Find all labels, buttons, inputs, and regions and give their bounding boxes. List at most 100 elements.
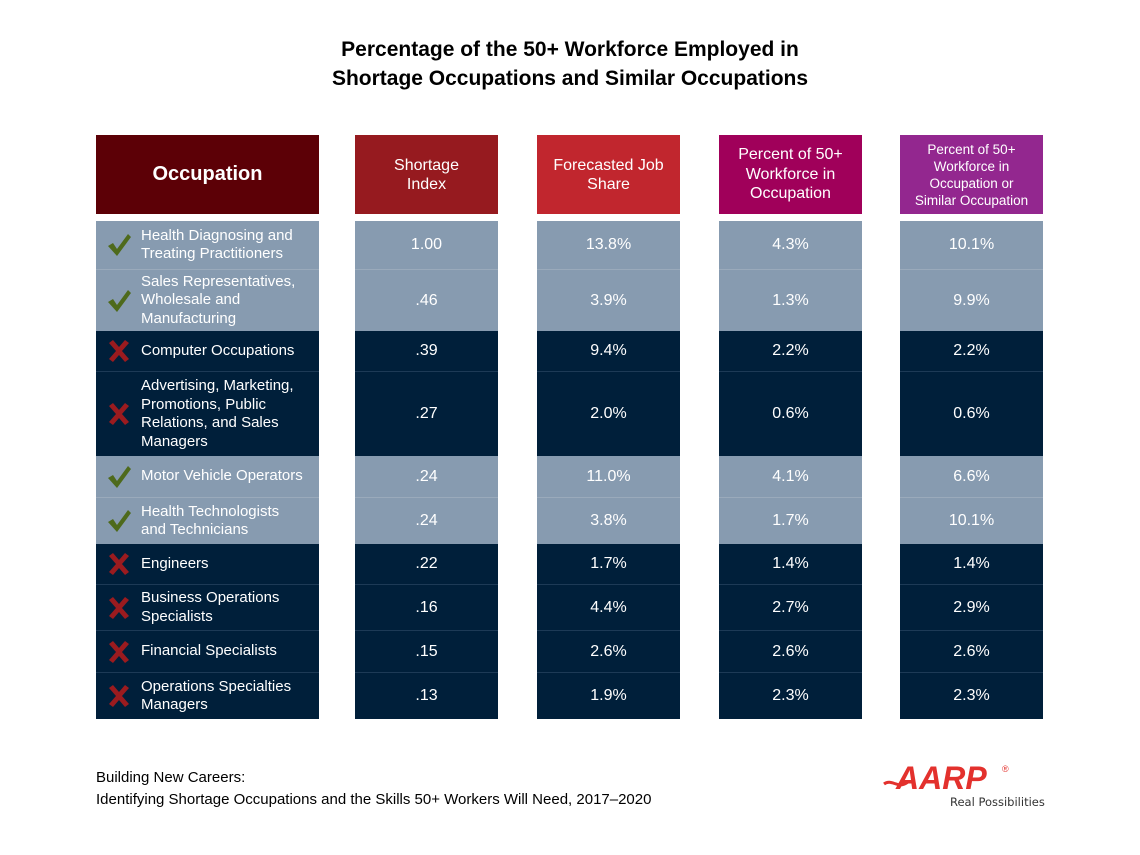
forecast-value: 4.4% <box>537 584 680 630</box>
occupation-cell: Financial Specialists <box>96 630 319 672</box>
forecast-value: 9.4% <box>537 331 680 371</box>
header-forecasted-job-share: Forecasted Job Share <box>537 135 680 214</box>
pct-value: 1.7% <box>719 497 862 544</box>
source-line-2: Identifying Shortage Occupations and the… <box>96 791 652 808</box>
pct-similar-value: 2.6% <box>900 630 1043 672</box>
occupation-label-line: Manufacturing <box>141 309 237 327</box>
pct-value: 2.2% <box>719 331 862 371</box>
occupation-label-line: Promotions, Public <box>141 395 267 413</box>
header-occupation: Occupation <box>96 135 319 214</box>
header-label-line: Percent of 50+ <box>738 146 843 164</box>
forecast-value: 3.8% <box>537 497 680 544</box>
occupation-label-line: Sales Representatives, <box>141 272 296 290</box>
pct-similar-value: 10.1% <box>900 497 1043 544</box>
occupation-cell: Advertising, Marketing, Promotions, Publi… <box>96 371 319 456</box>
occupation-label: Operations Specialties Managers <box>141 678 291 715</box>
occupation-cell: Motor Vehicle Operators <box>96 456 319 497</box>
occupation-label: Financial Specialists <box>141 642 277 661</box>
header-label: Percent of 50+ Workforce in Occupation <box>738 145 843 204</box>
occupation-label-line: Health Diagnosing and <box>141 226 293 244</box>
header-label-line: Workforce in <box>933 158 1010 174</box>
header-label-line: Occupation or <box>929 175 1014 191</box>
occupation-label-line: Engineers <box>141 554 209 572</box>
forecast-value: 1.9% <box>537 672 680 719</box>
aarp-logo: AARP ® Real Possibilities <box>882 760 1047 812</box>
pct-similar-value: 2.9% <box>900 584 1043 630</box>
pct-similar-value: 6.6% <box>900 456 1043 497</box>
occupation-label-line: Financial Specialists <box>141 642 277 660</box>
shortage-index-value: .22 <box>355 544 498 584</box>
occupation-cell: Business Operations Specialists <box>96 584 319 630</box>
header-label-line: Share <box>587 175 630 193</box>
header-label-line: Index <box>406 175 447 193</box>
column-occupation: Health Diagnosing and Treating Practition… <box>96 221 319 719</box>
pct-similar-value: 2.3% <box>900 672 1043 719</box>
pct-value: 0.6% <box>719 371 862 456</box>
aarp-logo-mark: AARP ® Real Possibilities <box>883 760 1045 809</box>
occupation-label-line: Operations Specialties <box>141 677 292 695</box>
header-occupation-label: Occupation <box>152 163 263 185</box>
header-label: Percent of 50+ Workforce in Occupation or S… <box>915 141 1028 209</box>
cross-icon <box>96 552 141 576</box>
pct-value: 2.6% <box>719 630 862 672</box>
occupation-label-line: Health Technologists <box>141 502 280 520</box>
occupation-label-line: Business Operations <box>141 589 280 606</box>
shortage-index-value: .39 <box>355 331 498 371</box>
pct-value: 1.3% <box>719 269 862 331</box>
aarp-tagline: Real Possibilities <box>950 795 1045 809</box>
occupation-label-line: Computer Occupations <box>141 341 295 359</box>
column-forecasted-job-share: 13.8% 3.9% 9.4% 2.0% 11.0% 3.8% 1.7% 4.4% 2.6% 1.… <box>537 221 680 719</box>
pct-value: 4.3% <box>719 221 862 269</box>
svg-text:®: ® <box>1002 764 1009 774</box>
pct-similar-value: 2.2% <box>900 331 1043 371</box>
header-label-line: Occupation <box>750 185 831 203</box>
occupation-label-line: and Technicians <box>141 521 249 538</box>
header-label-line: Forecasted Job <box>553 156 664 174</box>
title-line-1: Percentage of the 50+ Workforce Employed… <box>341 38 799 61</box>
occupation-label-line: Advertising, Marketing, <box>141 377 294 394</box>
header-percent-workforce-similar: Percent of 50+ Workforce in Occupation or S… <box>900 135 1043 214</box>
forecast-value: 3.9% <box>537 269 680 331</box>
occupation-label: Sales Representatives, Wholesale and Manuf… <box>141 273 295 329</box>
header-label-line: Percent of 50+ <box>927 141 1016 157</box>
occupation-cell: Health Diagnosing and Treating Practition… <box>96 221 319 269</box>
occupation-label: Health Technologists and Technicians <box>141 503 279 540</box>
shortage-index-value: .46 <box>355 269 498 331</box>
shortage-index-value: 1.00 <box>355 221 498 269</box>
occupation-cell: Operations Specialties Managers <box>96 672 319 719</box>
column-percent-workforce-similar: 10.1% 9.9% 2.2% 0.6% 6.6% 10.1% 1.4% 2.9% 2.6% 2.… <box>900 221 1043 719</box>
header-shortage-index: Shortage Index <box>355 135 498 214</box>
check-icon <box>96 464 141 490</box>
shortage-index-value: .13 <box>355 672 498 719</box>
title-line-2: Shortage Occupations and Similar Occupat… <box>331 67 809 90</box>
occupation-label-line: Motor Vehicle Operators <box>141 467 303 485</box>
pct-similar-value: 9.9% <box>900 269 1043 331</box>
check-icon <box>96 232 141 258</box>
occupation-label: Advertising, Marketing, Promotions, Publi… <box>141 377 294 451</box>
occupation-label: Health Diagnosing and Treating Practition… <box>141 227 293 264</box>
forecast-value: 1.7% <box>537 544 680 584</box>
occupation-label-line: Managers <box>141 432 208 450</box>
check-icon <box>96 508 141 534</box>
header-label: Shortage Index <box>394 156 459 194</box>
shortage-index-value: .27 <box>355 371 498 456</box>
shortage-index-value: .24 <box>355 497 498 544</box>
forecast-value: 13.8% <box>537 221 680 269</box>
occupation-label-line: Specialists <box>141 607 213 625</box>
pct-value: 2.3% <box>719 672 862 719</box>
cross-icon <box>96 339 141 363</box>
shortage-index-value: .16 <box>355 584 498 630</box>
forecast-value: 2.6% <box>537 630 680 672</box>
occupation-label-line: Wholesale and <box>141 291 241 309</box>
occupation-label-line: Treating Practitioners <box>141 245 284 262</box>
header-label-line: Shortage <box>394 156 459 174</box>
occupation-cell: Health Technologists and Technicians <box>96 497 319 544</box>
occupation-label: Motor Vehicle Operators <box>141 467 303 486</box>
source-citation: Building New Careers: Identifying Shorta… <box>96 767 651 811</box>
column-percent-workforce: 4.3% 1.3% 2.2% 0.6% 4.1% 1.7% 1.4% 2.7% 2.6% 2.3% <box>719 221 862 719</box>
occupation-cell: Engineers <box>96 544 319 584</box>
occupation-cell: Computer Occupations <box>96 331 319 371</box>
occupation-label-line: Managers <box>141 696 208 713</box>
aarp-logo-text: AARP <box>895 762 987 796</box>
cross-icon <box>96 684 141 708</box>
